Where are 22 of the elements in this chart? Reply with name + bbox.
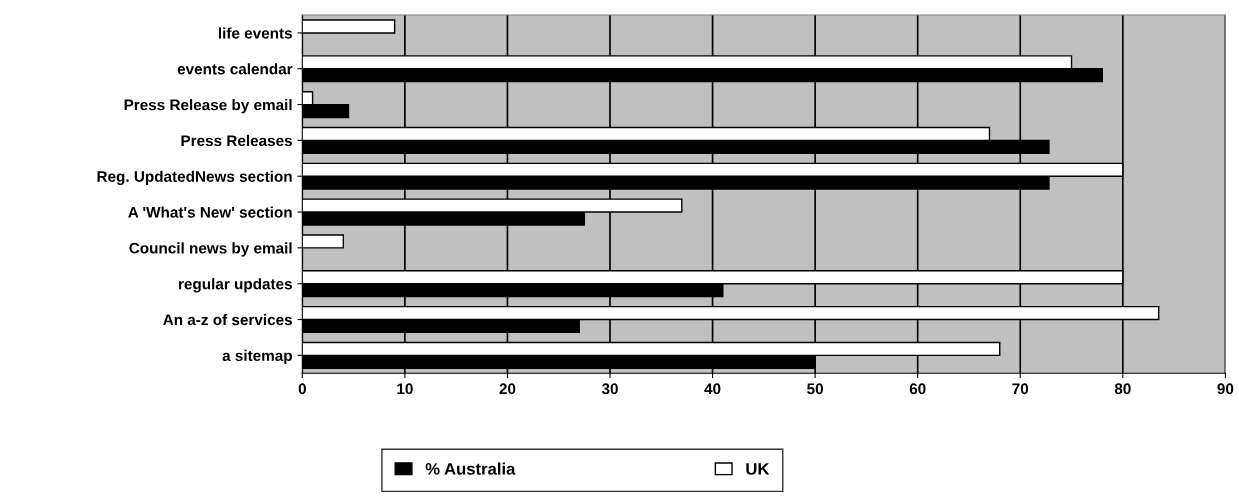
x-tick-label: 50 [807, 383, 823, 395]
y-tick-label: Press Release by email [124, 99, 292, 114]
y-tick-label: a sitemap [222, 349, 292, 365]
x-tick-label: 0 [298, 383, 306, 395]
x-tick-label: 80 [1114, 383, 1131, 395]
y-tick-label: Press Releases [181, 134, 292, 147]
y-tick-label: regular updates [179, 278, 292, 293]
y-tick-label: Reg. UpdatedNews section [97, 170, 292, 185]
x-tick-label: 40 [704, 383, 721, 395]
x-tick-label: 90 [1217, 383, 1234, 395]
legend-label: % Australia [425, 462, 516, 475]
y-tick-label: life events [218, 27, 292, 39]
x-tick-label: 60 [909, 383, 926, 395]
x-tick-label: 20 [499, 383, 516, 395]
y-tick-label: A 'What's New' section [128, 206, 292, 218]
y-tick-label: An a-z of services [163, 313, 292, 326]
x-tick-label: 70 [1012, 383, 1029, 395]
y-tick-label: Council news by email [129, 242, 292, 257]
legend-label: UK [746, 463, 770, 475]
x-tick-label: 10 [397, 383, 413, 395]
y-tick-label: events calendar [177, 63, 293, 75]
x-tick-label: 30 [601, 383, 618, 395]
